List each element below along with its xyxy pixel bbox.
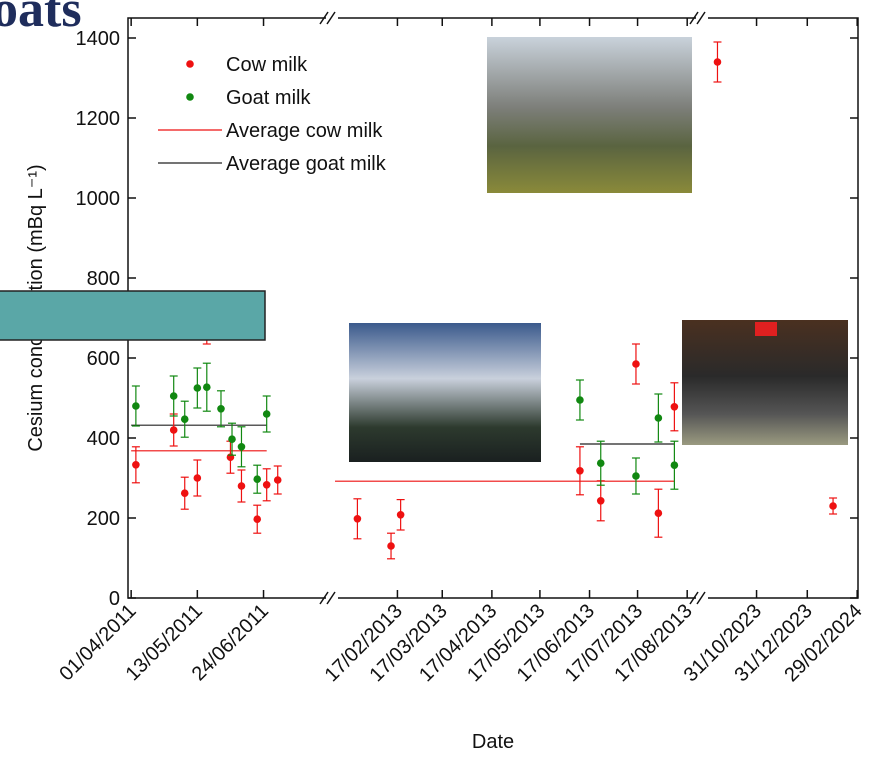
y-tick-label: 800	[87, 268, 120, 290]
point	[632, 360, 640, 368]
y-tick-label: 600	[87, 348, 120, 370]
photo-webcam	[349, 323, 541, 462]
point	[180, 489, 189, 498]
x-axis-label: Date	[472, 731, 514, 753]
point	[396, 511, 405, 519]
point	[829, 502, 837, 510]
point	[193, 384, 202, 392]
point	[353, 515, 362, 523]
point	[713, 58, 722, 66]
y-tick-label: 400	[87, 428, 120, 450]
point	[217, 405, 225, 413]
point	[237, 443, 246, 451]
point	[670, 461, 679, 470]
point	[262, 481, 271, 489]
overlay-box	[0, 290, 266, 341]
photo-glacier	[487, 37, 692, 193]
legend-label: Goat milk	[226, 87, 311, 109]
point	[169, 392, 178, 400]
point	[654, 414, 663, 422]
point	[237, 482, 246, 490]
point	[132, 402, 140, 410]
point	[226, 453, 235, 462]
point	[253, 515, 262, 523]
point	[654, 509, 663, 517]
point	[180, 415, 189, 424]
legend-marker	[186, 60, 194, 68]
point	[670, 403, 679, 411]
photo-detail	[755, 322, 777, 336]
point	[596, 497, 605, 505]
point	[193, 474, 202, 482]
y-tick-label: 1400	[76, 28, 121, 50]
point	[273, 476, 282, 484]
point	[596, 459, 605, 468]
legend-label: Average cow milk	[226, 120, 383, 142]
legend-label: Cow milk	[226, 54, 308, 76]
y-tick-label: 200	[87, 508, 120, 530]
page-title: oats	[0, 0, 82, 38]
photos	[349, 37, 848, 462]
point	[253, 475, 262, 484]
point	[169, 426, 178, 434]
legend-marker	[186, 93, 194, 101]
point	[203, 383, 211, 392]
point	[132, 461, 140, 469]
y-tick-label: 1200	[76, 108, 121, 130]
point	[576, 396, 584, 404]
y-tick-label: 0	[109, 588, 120, 610]
photo-barn	[682, 320, 848, 445]
point	[262, 410, 271, 418]
point	[632, 472, 640, 480]
point	[228, 435, 236, 444]
legend-label: Average goat milk	[226, 153, 387, 175]
axis-breaks	[319, 10, 708, 606]
point	[576, 467, 584, 475]
point	[387, 542, 395, 550]
y-tick-label: 1000	[76, 188, 121, 210]
